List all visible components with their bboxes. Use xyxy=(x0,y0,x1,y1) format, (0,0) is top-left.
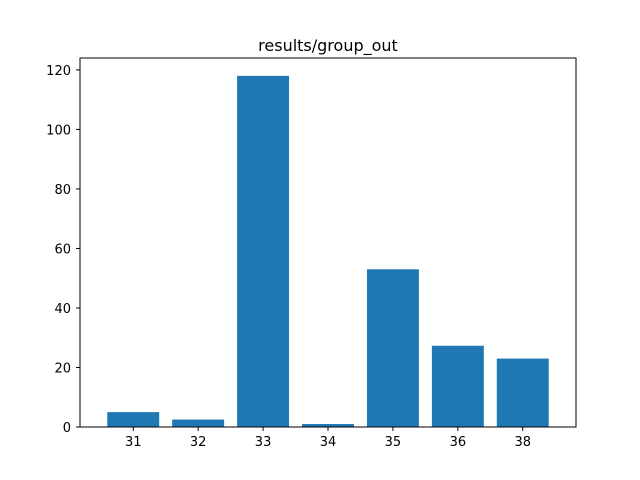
bar-35 xyxy=(366,269,419,427)
y-axis: 0 20 40 60 80 100 120 xyxy=(46,64,80,436)
chart-title: results/group_out xyxy=(258,36,398,56)
bar-33 xyxy=(237,75,290,428)
x-tick-label: 36 xyxy=(450,435,467,450)
x-tick-label: 34 xyxy=(320,435,337,450)
x-tick-label: 32 xyxy=(190,435,207,450)
bars-group xyxy=(107,75,549,428)
y-tick-label: 0 xyxy=(63,421,71,436)
x-tick-label: 38 xyxy=(514,435,531,450)
axes-frame xyxy=(79,57,577,428)
bar-36 xyxy=(431,345,484,427)
y-tick-label: 80 xyxy=(54,183,71,198)
y-tick-label: 40 xyxy=(54,302,71,317)
x-tick-label: 35 xyxy=(385,435,402,450)
y-tick-label: 100 xyxy=(46,123,71,138)
bar-38 xyxy=(496,358,549,427)
x-axis: 31 32 33 34 35 36 38 xyxy=(125,427,531,450)
bar-32 xyxy=(172,419,225,427)
y-tick-label: 20 xyxy=(54,361,71,376)
x-tick-label: 33 xyxy=(255,435,272,450)
bar-31 xyxy=(107,412,160,427)
y-tick-label: 120 xyxy=(46,64,71,79)
bar-34 xyxy=(302,424,354,427)
x-tick-label: 31 xyxy=(125,435,142,450)
y-tick-label: 60 xyxy=(54,242,71,257)
